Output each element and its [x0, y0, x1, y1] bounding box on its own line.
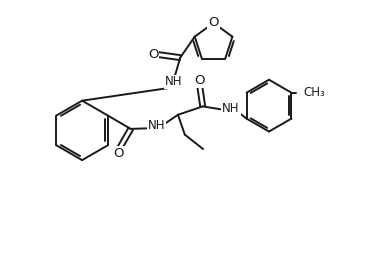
Text: CH₃: CH₃: [304, 86, 325, 99]
Text: NH: NH: [222, 102, 240, 115]
Text: O: O: [148, 48, 158, 61]
Text: NH: NH: [147, 118, 165, 132]
Text: NH: NH: [165, 76, 182, 88]
Text: O: O: [113, 147, 124, 160]
Text: O: O: [208, 16, 219, 29]
Text: O: O: [194, 74, 205, 87]
